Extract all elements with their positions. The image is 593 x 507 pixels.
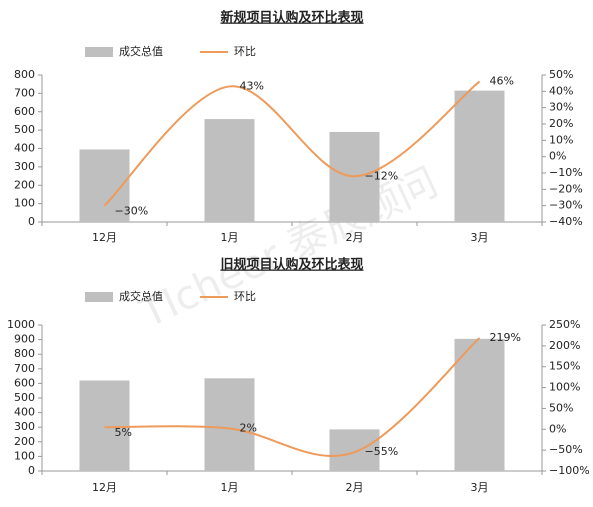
y-tick-label: 300 [14,160,35,173]
value-label: 5% [115,426,132,439]
value-label: 43% [240,79,264,92]
y2-tick-label: 250% [549,318,580,331]
watermark: TIcheer 泰辰顾问 [133,159,445,337]
y-tick-label: 700 [14,86,35,99]
y2-tick-label: 200% [549,339,580,352]
value-label: −30% [115,205,149,218]
x-tick-label: 1月 [221,481,239,494]
y2-tick-label: −10% [549,166,583,179]
chart-title: 新规项目认购及环比表现 [220,10,363,26]
y-tick-label: 800 [14,68,35,81]
legend-swatch [85,292,113,302]
y-tick-label: 600 [14,376,35,389]
y2-tick-label: 10% [549,133,573,146]
x-tick-label: 2月 [346,481,364,494]
y-tick-label: 1000 [7,318,35,331]
line [104,337,481,457]
y2-tick-label: −50% [549,443,583,456]
y2-tick-label: −100% [549,464,590,477]
y2-tick-label: −40% [549,215,583,228]
y-tick-label: 500 [14,123,35,136]
y-tick-label: 100 [14,449,35,462]
y2-tick-label: 100% [549,381,580,394]
bar [204,378,255,471]
bar [329,429,380,471]
legend-label: 环比 [234,290,256,303]
y2-tick-label: −30% [549,199,583,212]
x-tick-label: 1月 [221,231,239,244]
y-tick-label: 200 [14,178,35,191]
y-tick-label: 200 [14,435,35,448]
y2-tick-label: 50% [549,68,573,81]
y2-tick-label: 0% [549,150,566,163]
x-tick-label: 3月 [471,481,489,494]
legend-label: 环比 [234,45,256,58]
y-tick-label: 800 [14,347,35,360]
y2-tick-label: 150% [549,360,580,373]
x-tick-label: 2月 [346,231,364,244]
value-label: −12% [365,169,399,182]
y-tick-label: 500 [14,391,35,404]
legend-swatch [85,47,113,57]
bar [79,380,130,471]
line [103,80,481,207]
y-tick-label: 0 [28,215,35,228]
y-tick-label: 300 [14,420,35,433]
y-tick-label: 700 [14,362,35,375]
y-tick-label: 400 [14,142,35,155]
value-label: 219% [490,331,521,344]
bar [454,338,505,471]
y2-tick-label: 0% [549,422,566,435]
y2-tick-label: 50% [549,401,573,414]
y2-tick-label: 20% [549,117,573,130]
value-label: 2% [240,421,257,434]
value-label: −55% [365,445,399,458]
x-tick-label: 3月 [471,231,489,244]
y-tick-label: 0 [28,464,35,477]
y2-tick-label: 30% [549,101,573,114]
y2-tick-label: −20% [549,182,583,195]
y-tick-label: 900 [14,333,35,346]
legend-label: 成交总值 [119,289,163,303]
bar [204,119,255,222]
y-tick-label: 600 [14,105,35,118]
y-tick-label: 400 [14,406,35,419]
legend-label: 成交总值 [119,44,163,58]
x-tick-label: 12月 [92,481,117,494]
y2-tick-label: 40% [549,84,573,97]
x-tick-label: 12月 [92,231,117,244]
bar [454,90,505,223]
y-tick-label: 100 [14,197,35,210]
value-label: 46% [490,75,514,88]
chart-title: 旧规项目认购及环比表现 [220,257,363,273]
